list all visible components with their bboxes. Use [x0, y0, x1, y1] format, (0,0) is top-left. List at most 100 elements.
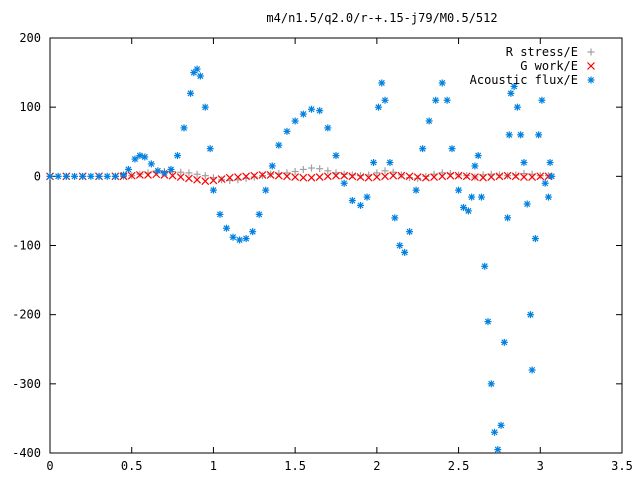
- data-point: [348, 197, 356, 205]
- data-point: [378, 79, 386, 87]
- data-point: [180, 124, 188, 132]
- data-point: [124, 165, 132, 173]
- data-point: [79, 172, 87, 180]
- data-point: [201, 177, 210, 186]
- data-point: [87, 172, 95, 180]
- data-point: [528, 366, 536, 374]
- data-point: [196, 72, 204, 80]
- data-point: [357, 172, 365, 180]
- series-3: [46, 65, 556, 454]
- data-point: [250, 173, 258, 181]
- data-point: [438, 169, 446, 177]
- data-point: [526, 311, 534, 319]
- data-point: [494, 446, 502, 454]
- data-point: [520, 159, 528, 166]
- data-point: [283, 172, 291, 181]
- data-point: [255, 210, 263, 218]
- data-point: [307, 164, 315, 172]
- data-point: [422, 172, 430, 180]
- data-point: [448, 145, 456, 153]
- data-point: [160, 169, 168, 177]
- legend-marker: [587, 62, 595, 70]
- data-point: [266, 171, 275, 179]
- data-point: [541, 179, 549, 187]
- data-point: [185, 169, 193, 177]
- data-point: [46, 172, 54, 180]
- data-point: [391, 214, 399, 222]
- data-point: [495, 172, 504, 181]
- data-point: [432, 96, 440, 104]
- data-point: [268, 162, 276, 170]
- data-point: [412, 186, 420, 194]
- data-point: [531, 235, 539, 243]
- y-tick-label: -200: [12, 308, 41, 322]
- y-tick-label: 0: [34, 169, 41, 183]
- data-point: [332, 171, 340, 180]
- data-point: [520, 173, 528, 181]
- data-point: [470, 173, 479, 181]
- data-point: [535, 131, 543, 139]
- data-point: [386, 159, 394, 166]
- data-point: [283, 169, 291, 177]
- data-point: [536, 172, 545, 181]
- data-point: [468, 193, 476, 201]
- data-point: [504, 214, 512, 222]
- data-point: [373, 169, 381, 177]
- x-tick-label: 0: [46, 459, 53, 473]
- data-point: [242, 235, 250, 243]
- data-point: [127, 171, 136, 180]
- legend-label: Acoustic flux/E: [470, 73, 578, 87]
- data-point: [464, 207, 472, 215]
- data-point: [144, 171, 152, 179]
- data-point: [487, 380, 495, 388]
- data-point: [363, 193, 371, 201]
- data-point: [471, 162, 479, 170]
- data-point: [184, 174, 193, 183]
- data-point: [340, 170, 348, 178]
- legend-marker: [587, 48, 595, 56]
- data-point: [206, 145, 214, 153]
- data-point: [348, 171, 356, 179]
- data-point: [167, 165, 175, 173]
- data-point: [340, 179, 348, 187]
- data-point: [340, 171, 349, 180]
- data-point: [406, 228, 414, 236]
- data-point: [443, 96, 451, 104]
- data-point: [147, 160, 155, 168]
- data-point: [315, 173, 324, 181]
- data-point: [528, 173, 537, 181]
- data-point: [546, 159, 554, 166]
- data-point: [405, 172, 414, 181]
- data-point: [216, 210, 224, 218]
- data-point: [193, 170, 201, 178]
- legend-label: R stress/E: [506, 45, 578, 59]
- data-point: [372, 173, 381, 181]
- data-point: [413, 173, 422, 181]
- data-point: [95, 172, 103, 180]
- x-tick-label: 2: [373, 459, 380, 473]
- data-point: [495, 171, 503, 179]
- data-point: [62, 172, 70, 180]
- data-point: [236, 236, 244, 244]
- x-tick-label: 0.5: [121, 459, 143, 473]
- data-point: [136, 152, 144, 160]
- data-point: [229, 233, 237, 241]
- data-point: [187, 89, 195, 97]
- data-point: [177, 168, 185, 176]
- x-tick-label: 2.5: [448, 459, 470, 473]
- x-tick-label: 3.5: [611, 459, 633, 473]
- data-point: [396, 242, 404, 249]
- data-point: [348, 172, 357, 181]
- data-point: [223, 224, 231, 232]
- data-point: [474, 152, 482, 160]
- data-point: [71, 172, 79, 180]
- data-point: [446, 171, 455, 180]
- data-point: [381, 96, 389, 104]
- data-point: [154, 167, 162, 175]
- data-point: [397, 171, 406, 180]
- data-point: [381, 172, 389, 181]
- data-point: [275, 141, 283, 149]
- data-point: [274, 171, 283, 180]
